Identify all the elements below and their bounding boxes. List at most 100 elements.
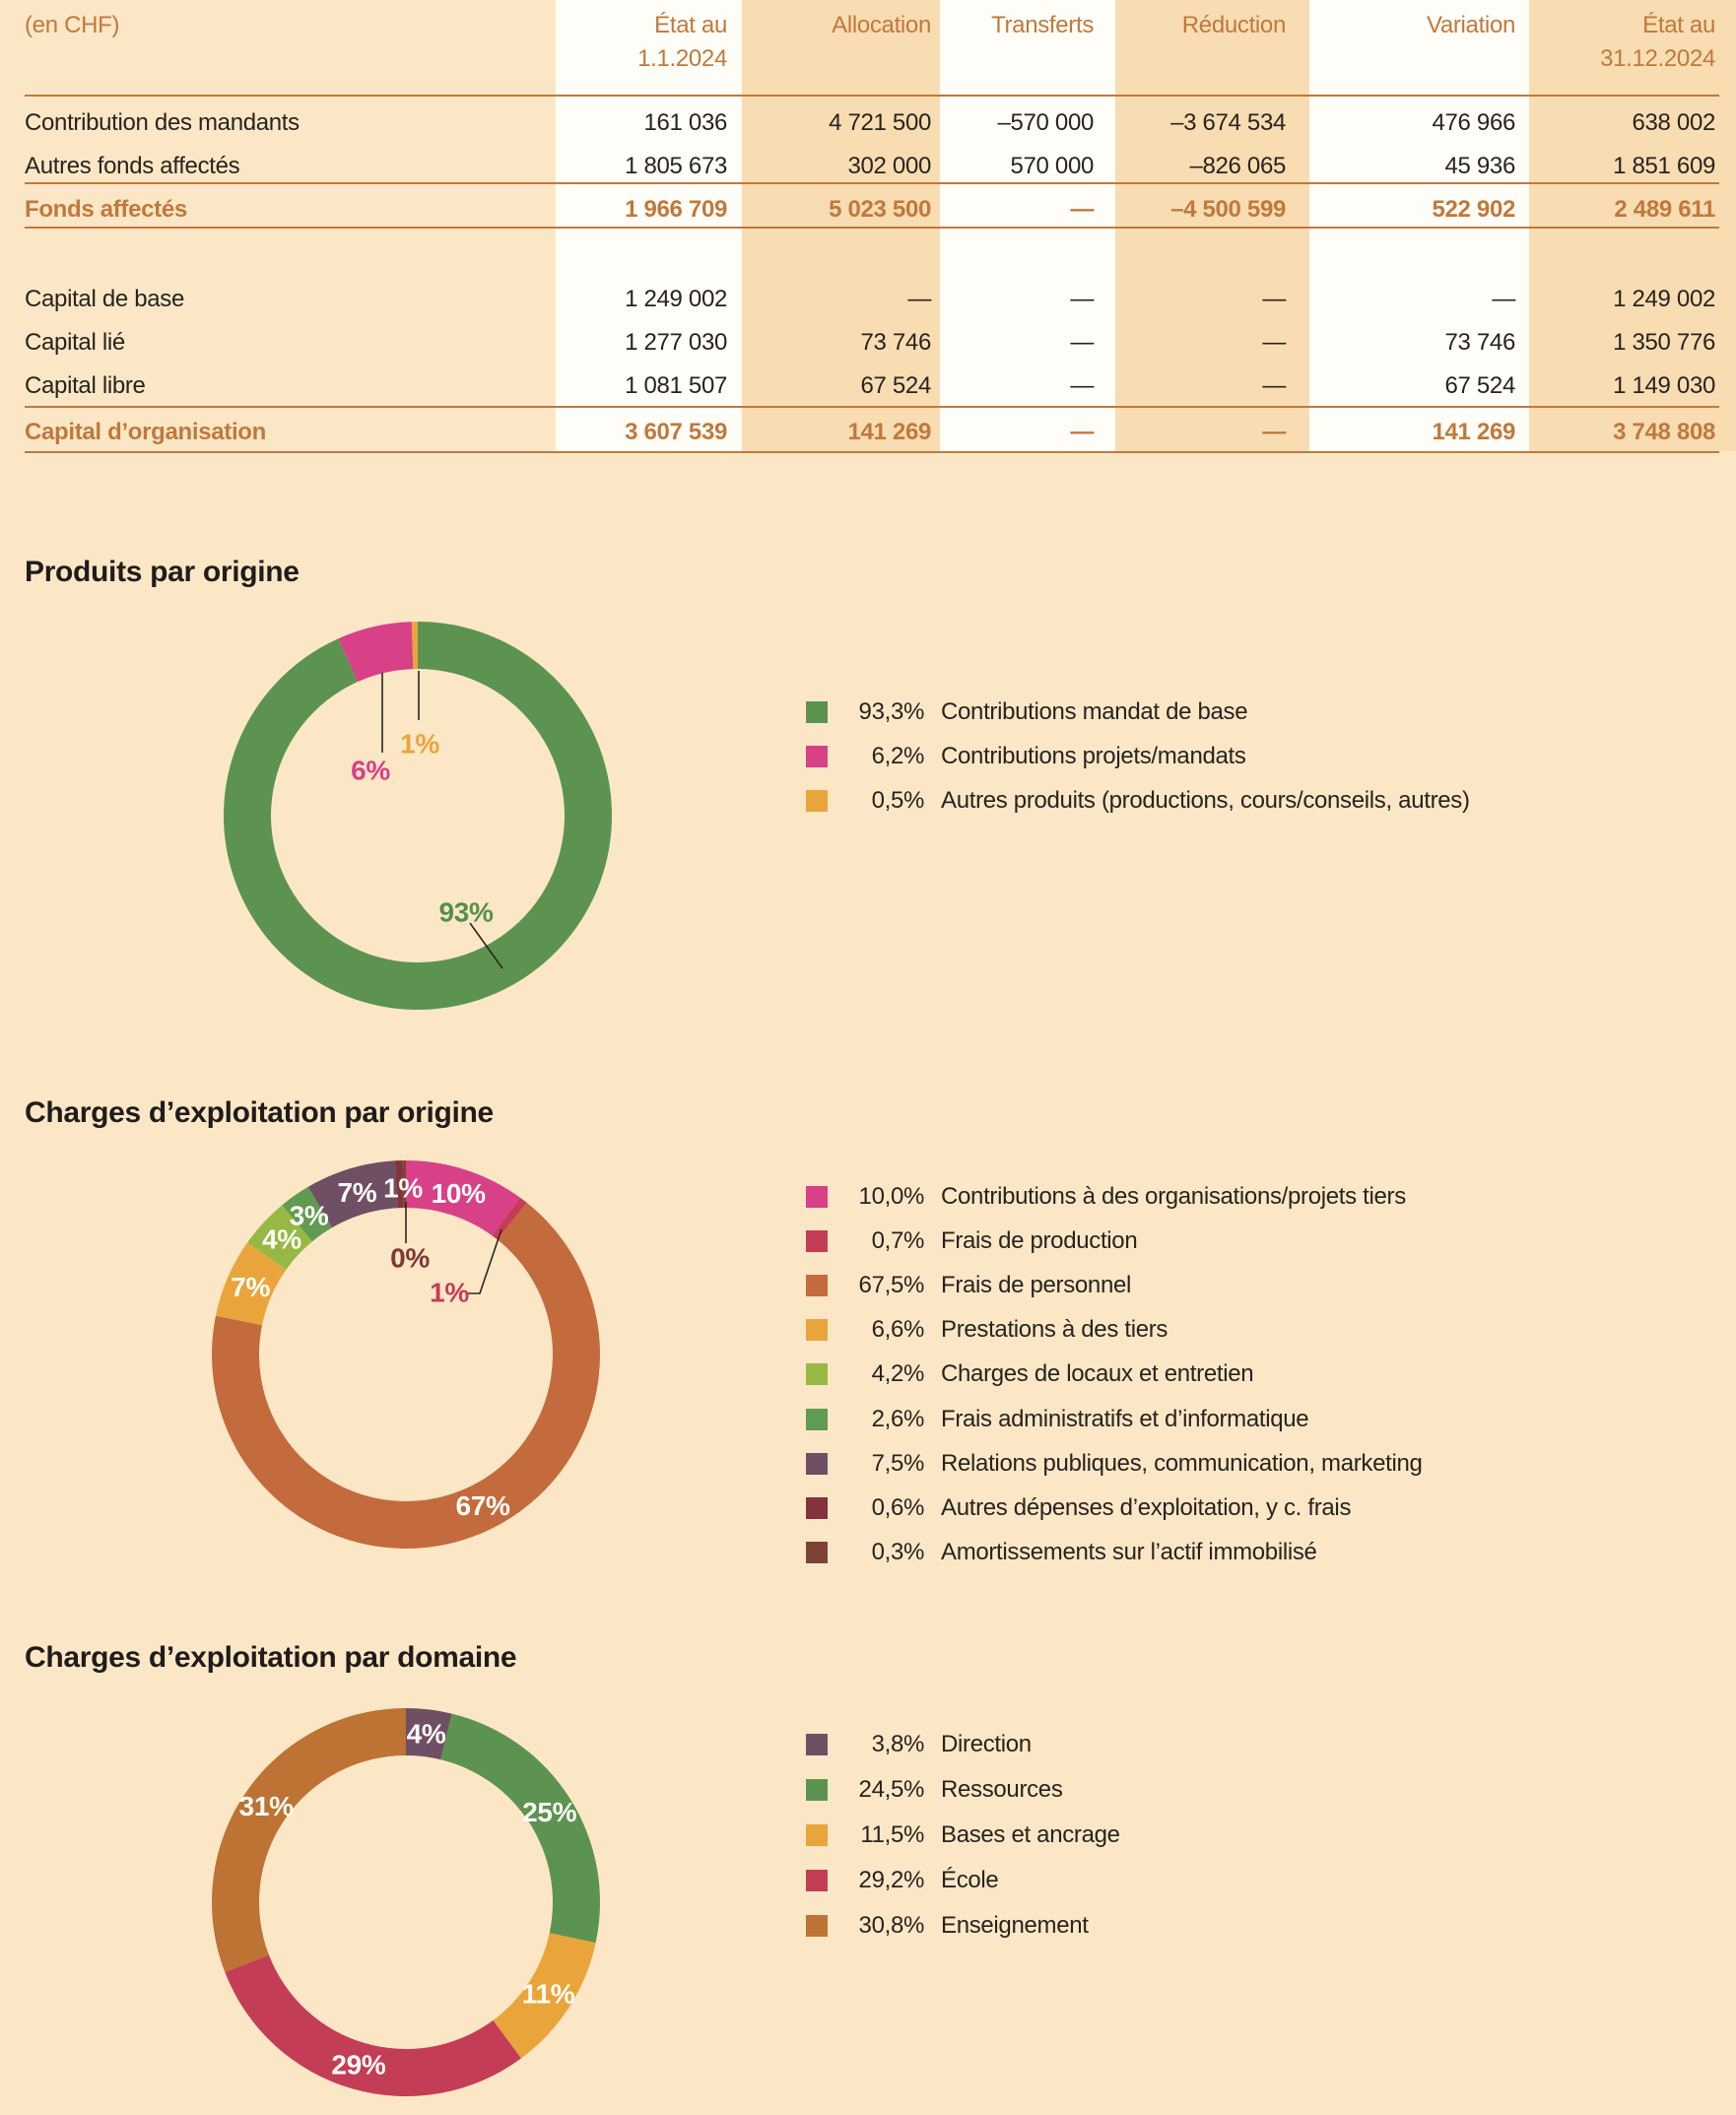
- table-cell: 67 524: [1444, 372, 1516, 399]
- table-column-header: État au: [654, 12, 727, 38]
- legend-percent: 3,8%: [871, 1731, 925, 1757]
- slice-percentage-label: 3%: [290, 1200, 329, 1230]
- slice-percentage-label: 10%: [432, 1178, 487, 1209]
- legend-swatch: [806, 1453, 828, 1475]
- table-rule: [25, 451, 1719, 453]
- legend-label: Autres produits (productions, cours/cons…: [941, 787, 1470, 814]
- legend-percent: 30,8%: [858, 1912, 925, 1939]
- slice-percentage-label: 31%: [239, 1791, 295, 1821]
- legend-percent: 10,0%: [858, 1183, 925, 1210]
- table-rule: [25, 227, 1719, 229]
- table-cell: 161 036: [643, 109, 727, 136]
- donut-slice: [211, 1708, 406, 1972]
- legend-swatch: [806, 1870, 828, 1891]
- table-rule: [25, 182, 1719, 184]
- slice-percentage-label: 4%: [262, 1224, 301, 1255]
- table-rule: [25, 95, 1719, 97]
- table-cell: 67 524: [860, 372, 932, 399]
- legend-label: Contributions à des organisations/projet…: [941, 1183, 1406, 1210]
- table-cell: 1 249 002: [625, 286, 727, 312]
- donut-slice: [411, 622, 418, 670]
- table-column-header: Variation: [1426, 12, 1515, 38]
- legend-label: Amortissements sur l’actif immobilisé: [941, 1539, 1317, 1565]
- table-column-header: 1.1.2024: [637, 45, 727, 72]
- donut-slice: [247, 1205, 313, 1270]
- legend-label: École: [941, 1867, 999, 1893]
- legend-swatch: [806, 1542, 828, 1563]
- legend-swatch: [806, 1186, 828, 1208]
- table-column-header: Transferts: [991, 12, 1094, 38]
- table-cell: —: [1492, 286, 1515, 312]
- table-column-stripe: [742, 0, 940, 451]
- legend-percent: 7,5%: [871, 1450, 925, 1477]
- slice-percentage-label: 6%: [351, 756, 390, 786]
- legend-label: Relations publiques, communication, mark…: [941, 1450, 1423, 1477]
- table-column-stripe: [1309, 0, 1529, 451]
- table-cell: 476 966: [1432, 109, 1515, 136]
- legend-label: Enseignement: [941, 1912, 1089, 1939]
- table-column-header: 31.12.2024: [1600, 45, 1715, 72]
- legend-swatch: [806, 1824, 828, 1846]
- table-column-header: Réduction: [1181, 12, 1287, 38]
- slice-percentage-label: 1%: [383, 1173, 423, 1204]
- slice-percentage-label: 67%: [456, 1490, 511, 1521]
- table-rule: [25, 406, 1719, 408]
- table-cell: –570 000: [997, 109, 1094, 136]
- donut-slice: [402, 1159, 406, 1209]
- table-cell: 5 023 500: [829, 196, 931, 223]
- table-cell: 73 746: [1444, 329, 1516, 356]
- table-cell: –3 674 534: [1170, 109, 1286, 136]
- table-cell: —: [1070, 419, 1094, 445]
- table-row-label: Capital lié: [25, 329, 125, 356]
- table-cell: —: [907, 286, 931, 312]
- table-cell: —: [1070, 372, 1094, 399]
- donut-chart-1: 93% 6% 1%: [224, 622, 613, 1010]
- slice-percentage-label: 1%: [400, 729, 439, 760]
- legend-label: Bases et ancrage: [941, 1821, 1120, 1848]
- legend-swatch: [806, 1363, 828, 1385]
- legend-label: Contributions mandat de base: [941, 698, 1248, 725]
- table-cell: —: [1070, 196, 1094, 223]
- table-cell: 141 269: [1432, 419, 1515, 445]
- legend-swatch: [806, 746, 828, 767]
- table-cell: —: [1262, 419, 1286, 445]
- table-cell: 638 002: [1632, 109, 1715, 136]
- donut-chart-2: 10%1%67%7%4%3%7% 1%0%: [212, 1159, 601, 1550]
- legend-label: Charges de locaux et entretien: [941, 1360, 1254, 1387]
- donut-slice: [394, 1160, 404, 1209]
- slice-percentage-label: 29%: [331, 2050, 386, 2081]
- table-cell: 73 746: [860, 329, 932, 356]
- legend-percent: 93,3%: [858, 698, 925, 725]
- table-cell: –4 500 599: [1170, 196, 1286, 223]
- donut-slice: [493, 1933, 596, 2059]
- legend-label: Frais de personnel: [941, 1272, 1132, 1298]
- legend-label: Contributions projets/mandats: [941, 743, 1246, 769]
- table-cell: 2 489 611: [1614, 196, 1715, 223]
- table-cell: 3 607 539: [625, 419, 727, 445]
- donut-slice: [225, 1954, 521, 2097]
- donut-chart-3: 4% 25% 11% 29% 31%: [211, 1708, 600, 2097]
- table-cell: —: [1070, 329, 1094, 356]
- slice-percentage-label: 93%: [438, 897, 494, 928]
- table-column-stripe: [556, 0, 742, 451]
- table-cell: 1 149 030: [1613, 372, 1715, 399]
- legend-label: Autres dépenses d’exploitation, y c. fra…: [941, 1494, 1352, 1521]
- table-cell: —: [1262, 372, 1286, 399]
- legend-swatch: [806, 1319, 828, 1341]
- table-cell: —: [1262, 286, 1286, 312]
- legend-label: Frais administratifs et d’informatique: [941, 1406, 1309, 1432]
- table-row-label: Contribution des mandants: [25, 109, 300, 136]
- legend-percent: 24,5%: [858, 1776, 925, 1803]
- label-leader-line: [468, 1228, 502, 1294]
- legend-percent: 0,5%: [871, 787, 925, 814]
- table-row-label: Autres fonds affectés: [25, 153, 240, 179]
- table-column-stripe: [940, 0, 1115, 451]
- legend-label: Frais de production: [941, 1227, 1138, 1254]
- donut-slice: [406, 1160, 520, 1236]
- table-row-label: Capital de base: [25, 286, 184, 312]
- legend-percent: 4,2%: [871, 1360, 925, 1387]
- table-unit-label: (en CHF): [25, 12, 120, 38]
- legend-swatch: [806, 701, 828, 723]
- slice-percentage-label: 7%: [231, 1272, 270, 1302]
- slice-percentage-label: 25%: [522, 1797, 577, 1827]
